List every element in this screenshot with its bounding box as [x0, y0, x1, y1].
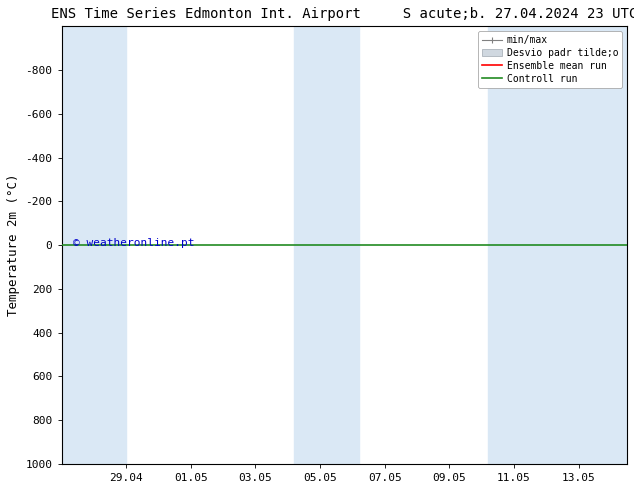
Title: ENS Time Series Edmonton Int. Airport     S acute;b. 27.04.2024 23 UTC: ENS Time Series Edmonton Int. Airport S …: [51, 7, 634, 21]
Y-axis label: Temperature 2m (°C): Temperature 2m (°C): [7, 174, 20, 317]
Bar: [294, 26, 359, 464]
Legend: min/max, Desvio padr tilde;o, Ensemble mean run, Controll run: min/max, Desvio padr tilde;o, Ensemble m…: [479, 31, 622, 88]
Bar: [61, 26, 126, 464]
Bar: [488, 26, 627, 464]
Text: © weatheronline.pt: © weatheronline.pt: [73, 238, 195, 248]
